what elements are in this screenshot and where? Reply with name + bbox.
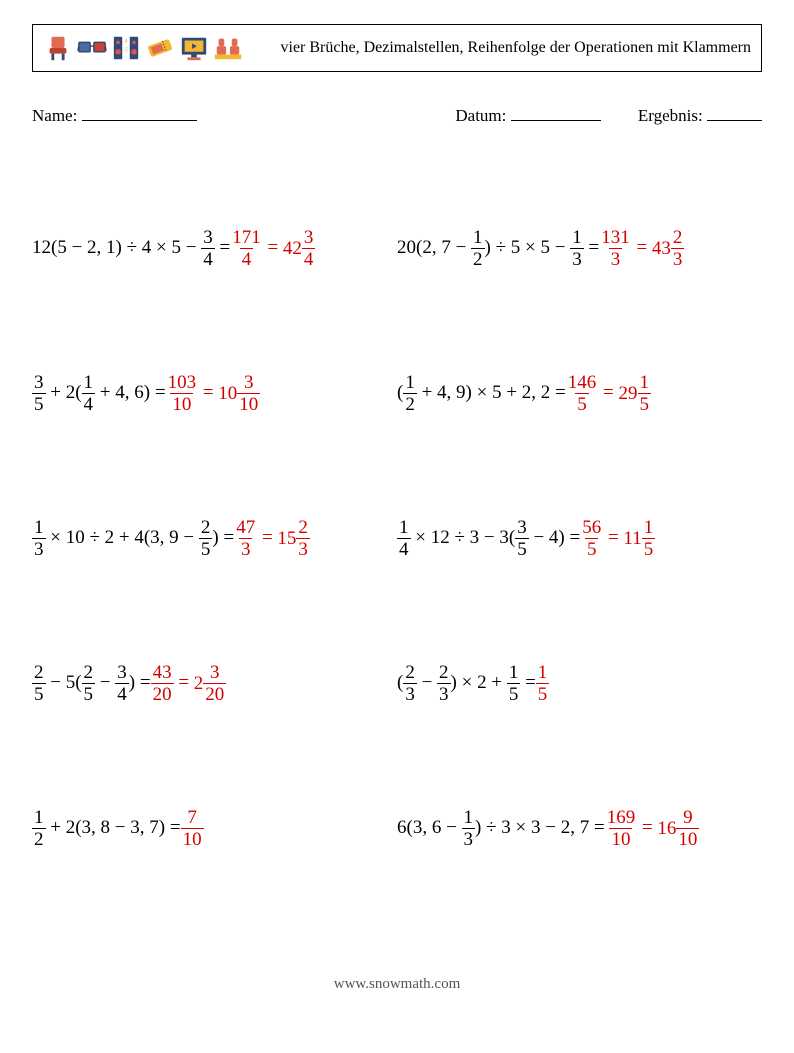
result-blank xyxy=(707,120,762,121)
problem-7: 25 − 5(25 − 34) = 4320 = 2320 xyxy=(32,611,397,756)
question: 6(3, 6 − 13) ÷ 3 × 3 − 2, 7 = xyxy=(397,808,605,849)
question: 13 × 10 ÷ 2 + 4(3, 9 − 25) = xyxy=(32,518,234,559)
answer: 565 = 1115 xyxy=(580,518,655,559)
question: 25 − 5(25 − 34) = xyxy=(32,663,151,704)
chair-icon xyxy=(43,33,73,63)
answer: 16910 = 16910 xyxy=(605,808,700,849)
answer: 15 xyxy=(536,663,550,704)
answer: 1465 = 2915 xyxy=(566,373,651,414)
problem-1: 12(5 − 2, 1) ÷ 4 × 5 − 34 = 1714 = 4234 xyxy=(32,176,397,321)
screen-icon xyxy=(179,33,209,63)
answer: 710 xyxy=(181,808,204,849)
footer-url: www.snowmath.com xyxy=(0,976,794,993)
question: (23 − 23) × 2 + 15 = xyxy=(397,663,536,704)
svg-text:♫: ♫ xyxy=(124,46,129,53)
answer: 10310 = 10310 xyxy=(166,373,261,414)
answer: 473 = 1523 xyxy=(234,518,310,559)
question: 20(2, 7 − 12) ÷ 5 × 5 − 13 = xyxy=(397,228,599,269)
problem-9: 12 + 2(3, 8 − 3, 7) = 710 xyxy=(32,756,397,901)
answer: 1313 = 4323 xyxy=(599,228,684,269)
date-label: Datum: xyxy=(455,106,506,125)
header-box: ♪♫ vier Brüche, Dezimalstellen, Reihenfo… xyxy=(32,24,762,72)
problem-4: (12 + 4, 9) × 5 + 2, 2 = 1465 = 2915 xyxy=(397,321,762,466)
meta-row: Name: Datum: Ergebnis: xyxy=(32,106,762,126)
question: (12 + 4, 9) × 5 + 2, 2 = xyxy=(397,373,566,414)
worksheet-title: vier Brüche, Dezimalstellen, Reihenfolge… xyxy=(243,38,751,57)
glasses-icon xyxy=(77,33,107,63)
name-blank xyxy=(82,120,197,121)
speaker-icon: ♪♫ xyxy=(111,33,141,63)
question: 12 + 2(3, 8 − 3, 7) = xyxy=(32,808,181,849)
problem-6: 14 × 12 ÷ 3 − 3(35 − 4) = 565 = 1115 xyxy=(397,466,762,611)
icon-row: ♪♫ xyxy=(43,33,243,63)
name-label: Name: xyxy=(32,106,77,125)
problem-8: (23 − 23) × 2 + 15 = 15 xyxy=(397,611,762,756)
answer: 1714 = 4234 xyxy=(230,228,315,269)
svg-text:♪: ♪ xyxy=(124,37,127,44)
question: 35 + 2(14 + 4, 6) = xyxy=(32,373,166,414)
answer: 4320 = 2320 xyxy=(151,663,227,704)
question: 12(5 − 2, 1) ÷ 4 × 5 − 34 = xyxy=(32,228,230,269)
problems-grid: 12(5 − 2, 1) ÷ 4 × 5 − 34 = 1714 = 42342… xyxy=(32,176,762,901)
problem-5: 13 × 10 ÷ 2 + 4(3, 9 − 25) = 473 = 1523 xyxy=(32,466,397,611)
problem-10: 6(3, 6 − 13) ÷ 3 × 3 − 2, 7 = 16910 = 16… xyxy=(397,756,762,901)
result-label: Ergebnis: xyxy=(638,106,703,125)
problem-2: 20(2, 7 − 12) ÷ 5 × 5 − 13 = 1313 = 4323 xyxy=(397,176,762,321)
question: 14 × 12 ÷ 3 − 3(35 − 4) = xyxy=(397,518,580,559)
date-blank xyxy=(511,120,601,121)
problem-3: 35 + 2(14 + 4, 6) = 10310 = 10310 xyxy=(32,321,397,466)
seat-icon xyxy=(213,33,243,63)
ticket-icon xyxy=(145,33,175,63)
